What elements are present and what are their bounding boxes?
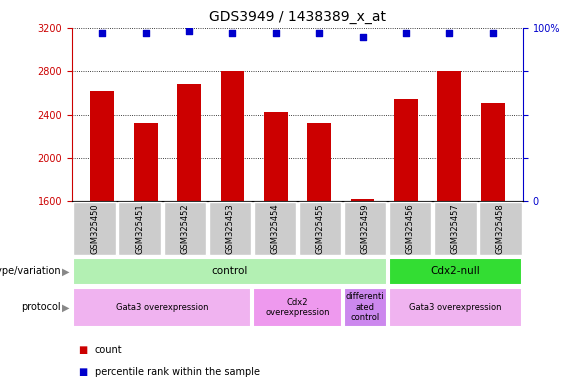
Bar: [208, 202, 251, 255]
Bar: [344, 288, 387, 327]
Bar: [134, 123, 158, 201]
Bar: [394, 99, 418, 201]
Text: GSM325451: GSM325451: [135, 204, 144, 254]
Bar: [351, 199, 375, 201]
Point: [401, 30, 410, 36]
Bar: [344, 202, 386, 255]
Bar: [90, 91, 114, 201]
Text: GSM325458: GSM325458: [496, 204, 505, 254]
Text: GSM325457: GSM325457: [451, 204, 460, 254]
Bar: [73, 288, 251, 327]
Bar: [73, 202, 116, 255]
Text: Gata3 overexpression: Gata3 overexpression: [409, 303, 502, 312]
Text: control: control: [212, 266, 248, 276]
Point: [445, 30, 454, 36]
Title: GDS3949 / 1438389_x_at: GDS3949 / 1438389_x_at: [209, 10, 386, 24]
Bar: [177, 84, 201, 201]
Text: differenti
ated
control: differenti ated control: [346, 293, 384, 322]
Bar: [481, 103, 505, 201]
Text: genotype/variation: genotype/variation: [0, 266, 60, 276]
Bar: [307, 123, 331, 201]
Text: GSM325453: GSM325453: [225, 204, 234, 254]
Point: [358, 33, 367, 40]
Point: [488, 30, 497, 36]
Bar: [253, 288, 342, 327]
Bar: [73, 258, 387, 285]
Point: [271, 30, 280, 36]
Bar: [163, 202, 206, 255]
Text: GSM325450: GSM325450: [90, 204, 99, 254]
Bar: [479, 202, 521, 255]
Text: GSM325455: GSM325455: [315, 204, 324, 254]
Bar: [434, 202, 476, 255]
Text: Gata3 overexpression: Gata3 overexpression: [116, 303, 208, 312]
Bar: [389, 202, 432, 255]
Text: Cdx2
overexpression: Cdx2 overexpression: [265, 298, 330, 317]
Text: ▶: ▶: [62, 266, 69, 276]
Point: [141, 30, 150, 36]
Bar: [264, 113, 288, 201]
Text: ▶: ▶: [62, 302, 69, 312]
Text: GSM325452: GSM325452: [180, 204, 189, 254]
Bar: [254, 202, 296, 255]
Bar: [299, 202, 341, 255]
Bar: [437, 71, 461, 201]
Text: protocol: protocol: [21, 302, 60, 312]
Bar: [220, 71, 245, 201]
Text: GSM325456: GSM325456: [406, 204, 415, 254]
Text: GSM325454: GSM325454: [271, 204, 280, 254]
Bar: [389, 288, 522, 327]
Bar: [389, 258, 522, 285]
Point: [185, 28, 194, 35]
Text: Cdx2-null: Cdx2-null: [431, 266, 480, 276]
Point: [315, 30, 324, 36]
Text: percentile rank within the sample: percentile rank within the sample: [94, 366, 259, 377]
Text: ■: ■: [77, 345, 87, 356]
Text: GSM325459: GSM325459: [360, 204, 370, 254]
Point: [228, 30, 237, 36]
Text: ■: ■: [77, 366, 87, 377]
Point: [98, 30, 107, 36]
Text: count: count: [94, 345, 122, 356]
Bar: [119, 202, 161, 255]
